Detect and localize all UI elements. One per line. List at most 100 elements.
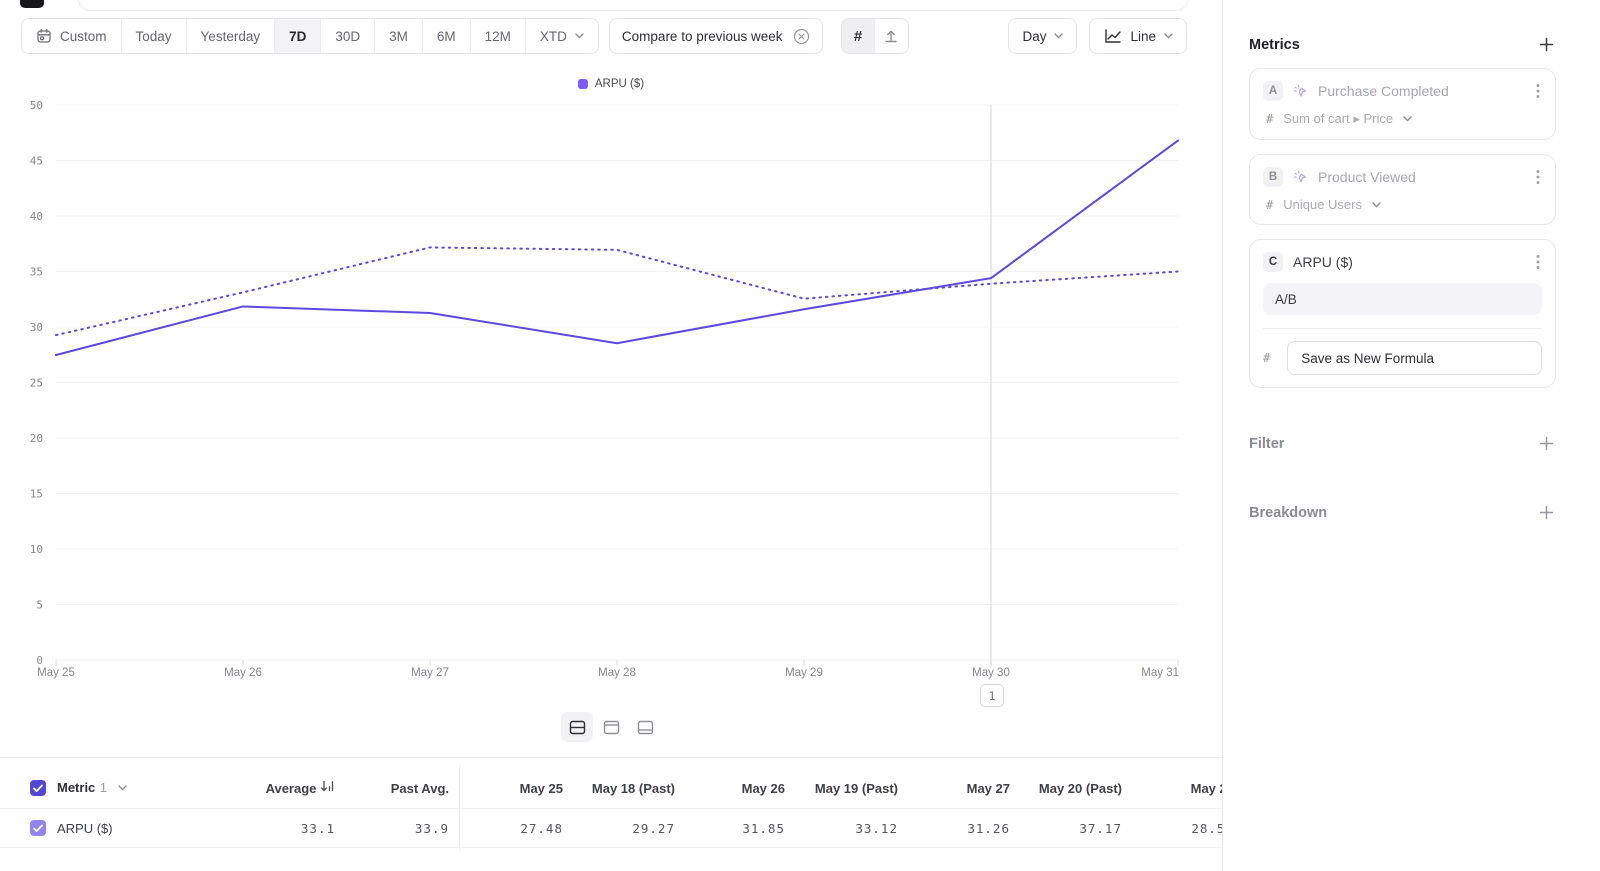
compare-chip[interactable]: Compare to previous week <box>608 18 823 54</box>
compare-chip-label: Compare to previous week <box>621 28 783 44</box>
column-header-may-18-past-[interactable]: May 18 (Past) <box>591 780 675 796</box>
kebab-menu-icon[interactable] <box>1534 167 1542 187</box>
range-today-button[interactable]: Today <box>120 19 186 53</box>
sort-desc-icon <box>320 780 335 793</box>
annotation-flag-toggle[interactable] <box>874 19 908 53</box>
chevron-down-icon <box>575 33 584 39</box>
hash-icon: # <box>853 27 863 45</box>
add-breakdown-button[interactable] <box>1537 503 1556 522</box>
range-custom-button[interactable]: Custom <box>22 19 121 53</box>
table-cell: 31.26 <box>967 820 1010 836</box>
table-cell: 29.27 <box>632 820 675 836</box>
table-cell: 31.85 <box>742 820 785 836</box>
metric-header-cell[interactable]: Metric 1 <box>0 779 210 797</box>
column-header-may-27[interactable]: May 27 <box>966 780 1010 796</box>
chart-toolbar: Custom Today Yesterday 7D 30D 3M 6M 12M XTD Comp… <box>21 18 1187 54</box>
kebab-menu-icon[interactable] <box>1534 81 1542 101</box>
svg-text:35: 35 <box>30 266 43 279</box>
filter-section-header: Filter <box>1249 434 1556 453</box>
row-metric-cell: ARPU ($) <box>0 820 210 836</box>
report-main-panel: Custom Today Yesterday 7D 30D 3M 6M 12M XTD Comp… <box>0 0 1222 850</box>
layout-toggle <box>0 712 1222 742</box>
legend-label: ARPU ($) <box>594 78 645 90</box>
clipped-card-top-edge <box>78 0 1188 11</box>
metric-name[interactable]: ARPU ($) <box>1293 254 1353 270</box>
table-cell: 28.54 <box>1191 820 1222 836</box>
metrics-title: Metrics <box>1249 36 1300 53</box>
legend-swatch <box>577 79 588 89</box>
chevron-down-icon <box>1054 33 1064 39</box>
chart-view-button[interactable] <box>595 712 627 742</box>
split-view-button[interactable] <box>561 712 593 742</box>
calendar-icon <box>36 28 52 44</box>
line-chart[interactable]: 0 5 10 15 20 25 30 35 40 45 50 May 25 May 26 May 27 Ma… <box>0 95 1222 695</box>
chart-type-dropdown[interactable]: Line <box>1089 18 1187 54</box>
metric-card-a: A Purchase Completed # Sum of cart ▸ Price <box>1249 68 1556 140</box>
split-view-icon <box>569 720 586 735</box>
table-cell: 27.48 <box>520 820 563 836</box>
query-builder-sidebar: Metrics A Purchase Completed # Sum of cart … <box>1222 0 1600 871</box>
range-12m-button[interactable]: 12M <box>469 19 525 53</box>
formula-input[interactable]: A/B <box>1263 283 1542 315</box>
number-type-icon: # <box>1266 112 1274 126</box>
range-3m-button[interactable]: 3M <box>374 19 422 53</box>
clipped-dark-element <box>20 0 44 8</box>
metric-name[interactable]: Purchase Completed <box>1318 83 1449 99</box>
metric-name[interactable]: Product Viewed <box>1318 169 1416 185</box>
table-header-row: Metric 1 Average Past Avg. May 25 May 18 (P… <box>0 768 1222 808</box>
column-header-past-avg-[interactable]: Past Avg. <box>390 780 449 796</box>
svg-text:5: 5 <box>36 599 43 612</box>
svg-text:May 26: May 26 <box>224 667 262 679</box>
svg-text:50: 50 <box>30 99 43 112</box>
legend-item[interactable]: ARPU ($) <box>577 78 645 90</box>
granularity-label: Day <box>1022 28 1047 44</box>
column-header-may-19-past-[interactable]: May 19 (Past) <box>814 780 898 796</box>
save-as-new-formula-button[interactable]: Save as New Formula <box>1287 341 1542 375</box>
svg-text:45: 45 <box>30 155 43 168</box>
annotation-marker[interactable]: 1 <box>980 684 1004 707</box>
add-filter-button[interactable] <box>1537 434 1556 453</box>
column-header-may-20-past-[interactable]: May 20 (Past) <box>1038 780 1122 796</box>
range-30d-button[interactable]: 30D <box>320 19 375 53</box>
circle-x-icon[interactable] <box>793 28 810 45</box>
add-metric-button[interactable] <box>1537 35 1556 54</box>
table-cell: 33.9 <box>414 820 449 836</box>
select-all-checkbox[interactable] <box>30 780 46 796</box>
svg-text:15: 15 <box>30 488 43 501</box>
chart-legend: ARPU ($) <box>0 78 1222 90</box>
column-header-may-25[interactable]: May 25 <box>519 780 563 796</box>
svg-text:25: 25 <box>30 377 43 390</box>
chevron-down-icon <box>1164 33 1173 39</box>
measure-selector[interactable]: # Sum of cart ▸ Price <box>1263 111 1542 127</box>
event-sparkle-icon <box>1293 84 1308 99</box>
svg-text:0: 0 <box>36 654 43 667</box>
row-checkbox[interactable] <box>30 820 46 836</box>
table-cell: 33.1 <box>300 820 335 836</box>
svg-text:40: 40 <box>30 210 43 223</box>
chevron-down-icon <box>118 785 127 791</box>
filter-title: Filter <box>1249 435 1285 452</box>
hash-toggle[interactable]: # <box>841 19 875 53</box>
table-view-button[interactable] <box>629 712 661 742</box>
column-header-may-26[interactable]: May 26 <box>741 780 785 796</box>
kebab-menu-icon[interactable] <box>1534 252 1542 272</box>
breakdown-title: Breakdown <box>1249 504 1328 521</box>
range-7d-button[interactable]: 7D <box>274 19 321 53</box>
range-xtd-button[interactable]: XTD <box>524 19 598 53</box>
event-sparkle-icon <box>1293 170 1308 185</box>
metric-count: 1 <box>99 780 107 795</box>
svg-text:May 25: May 25 <box>37 667 75 679</box>
display-toggle-group: # <box>840 18 909 54</box>
svg-text:May 28: May 28 <box>598 667 636 679</box>
column-header-may-28[interactable]: May 28 <box>1190 780 1222 796</box>
metric-badge: A <box>1263 81 1283 101</box>
svg-text:May 31: May 31 <box>1141 667 1179 679</box>
range-yesterday-button[interactable]: Yesterday <box>185 19 275 53</box>
column-header-average[interactable]: Average <box>210 780 335 796</box>
measure-selector[interactable]: # Unique Users <box>1263 197 1542 212</box>
breakdown-section-header: Breakdown <box>1249 503 1556 522</box>
granularity-dropdown[interactable]: Day <box>1008 18 1078 54</box>
metric-header-label: Metric <box>57 780 96 795</box>
range-6m-button[interactable]: 6M <box>421 19 470 53</box>
